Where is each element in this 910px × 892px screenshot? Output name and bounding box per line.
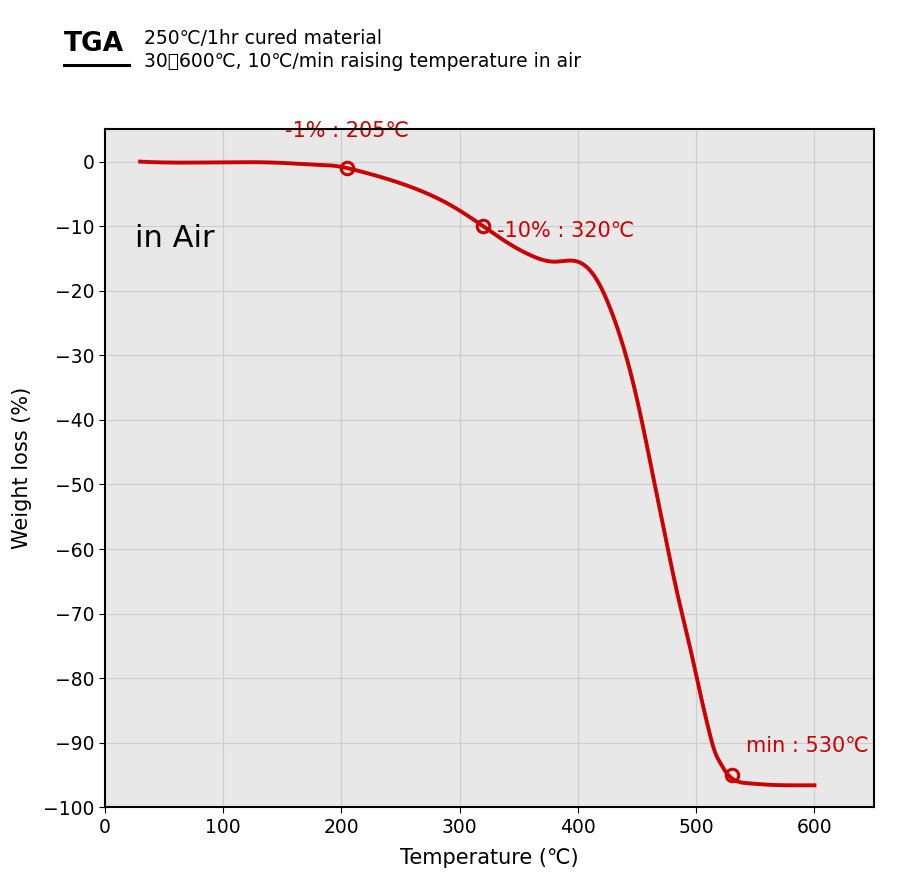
Y-axis label: Weight loss (%): Weight loss (%) bbox=[12, 387, 32, 549]
Text: in Air: in Air bbox=[136, 224, 215, 253]
Text: -1% : 205℃: -1% : 205℃ bbox=[285, 121, 410, 141]
Text: 250℃/1hr cured material: 250℃/1hr cured material bbox=[144, 29, 382, 47]
Text: -10% : 320℃: -10% : 320℃ bbox=[498, 221, 634, 242]
Text: min : 530℃: min : 530℃ bbox=[746, 736, 868, 756]
Text: 30～600℃, 10℃/min raising temperature in air: 30～600℃, 10℃/min raising temperature in … bbox=[144, 52, 581, 70]
Text: TGA: TGA bbox=[64, 31, 124, 57]
X-axis label: Temperature (℃): Temperature (℃) bbox=[399, 847, 579, 868]
